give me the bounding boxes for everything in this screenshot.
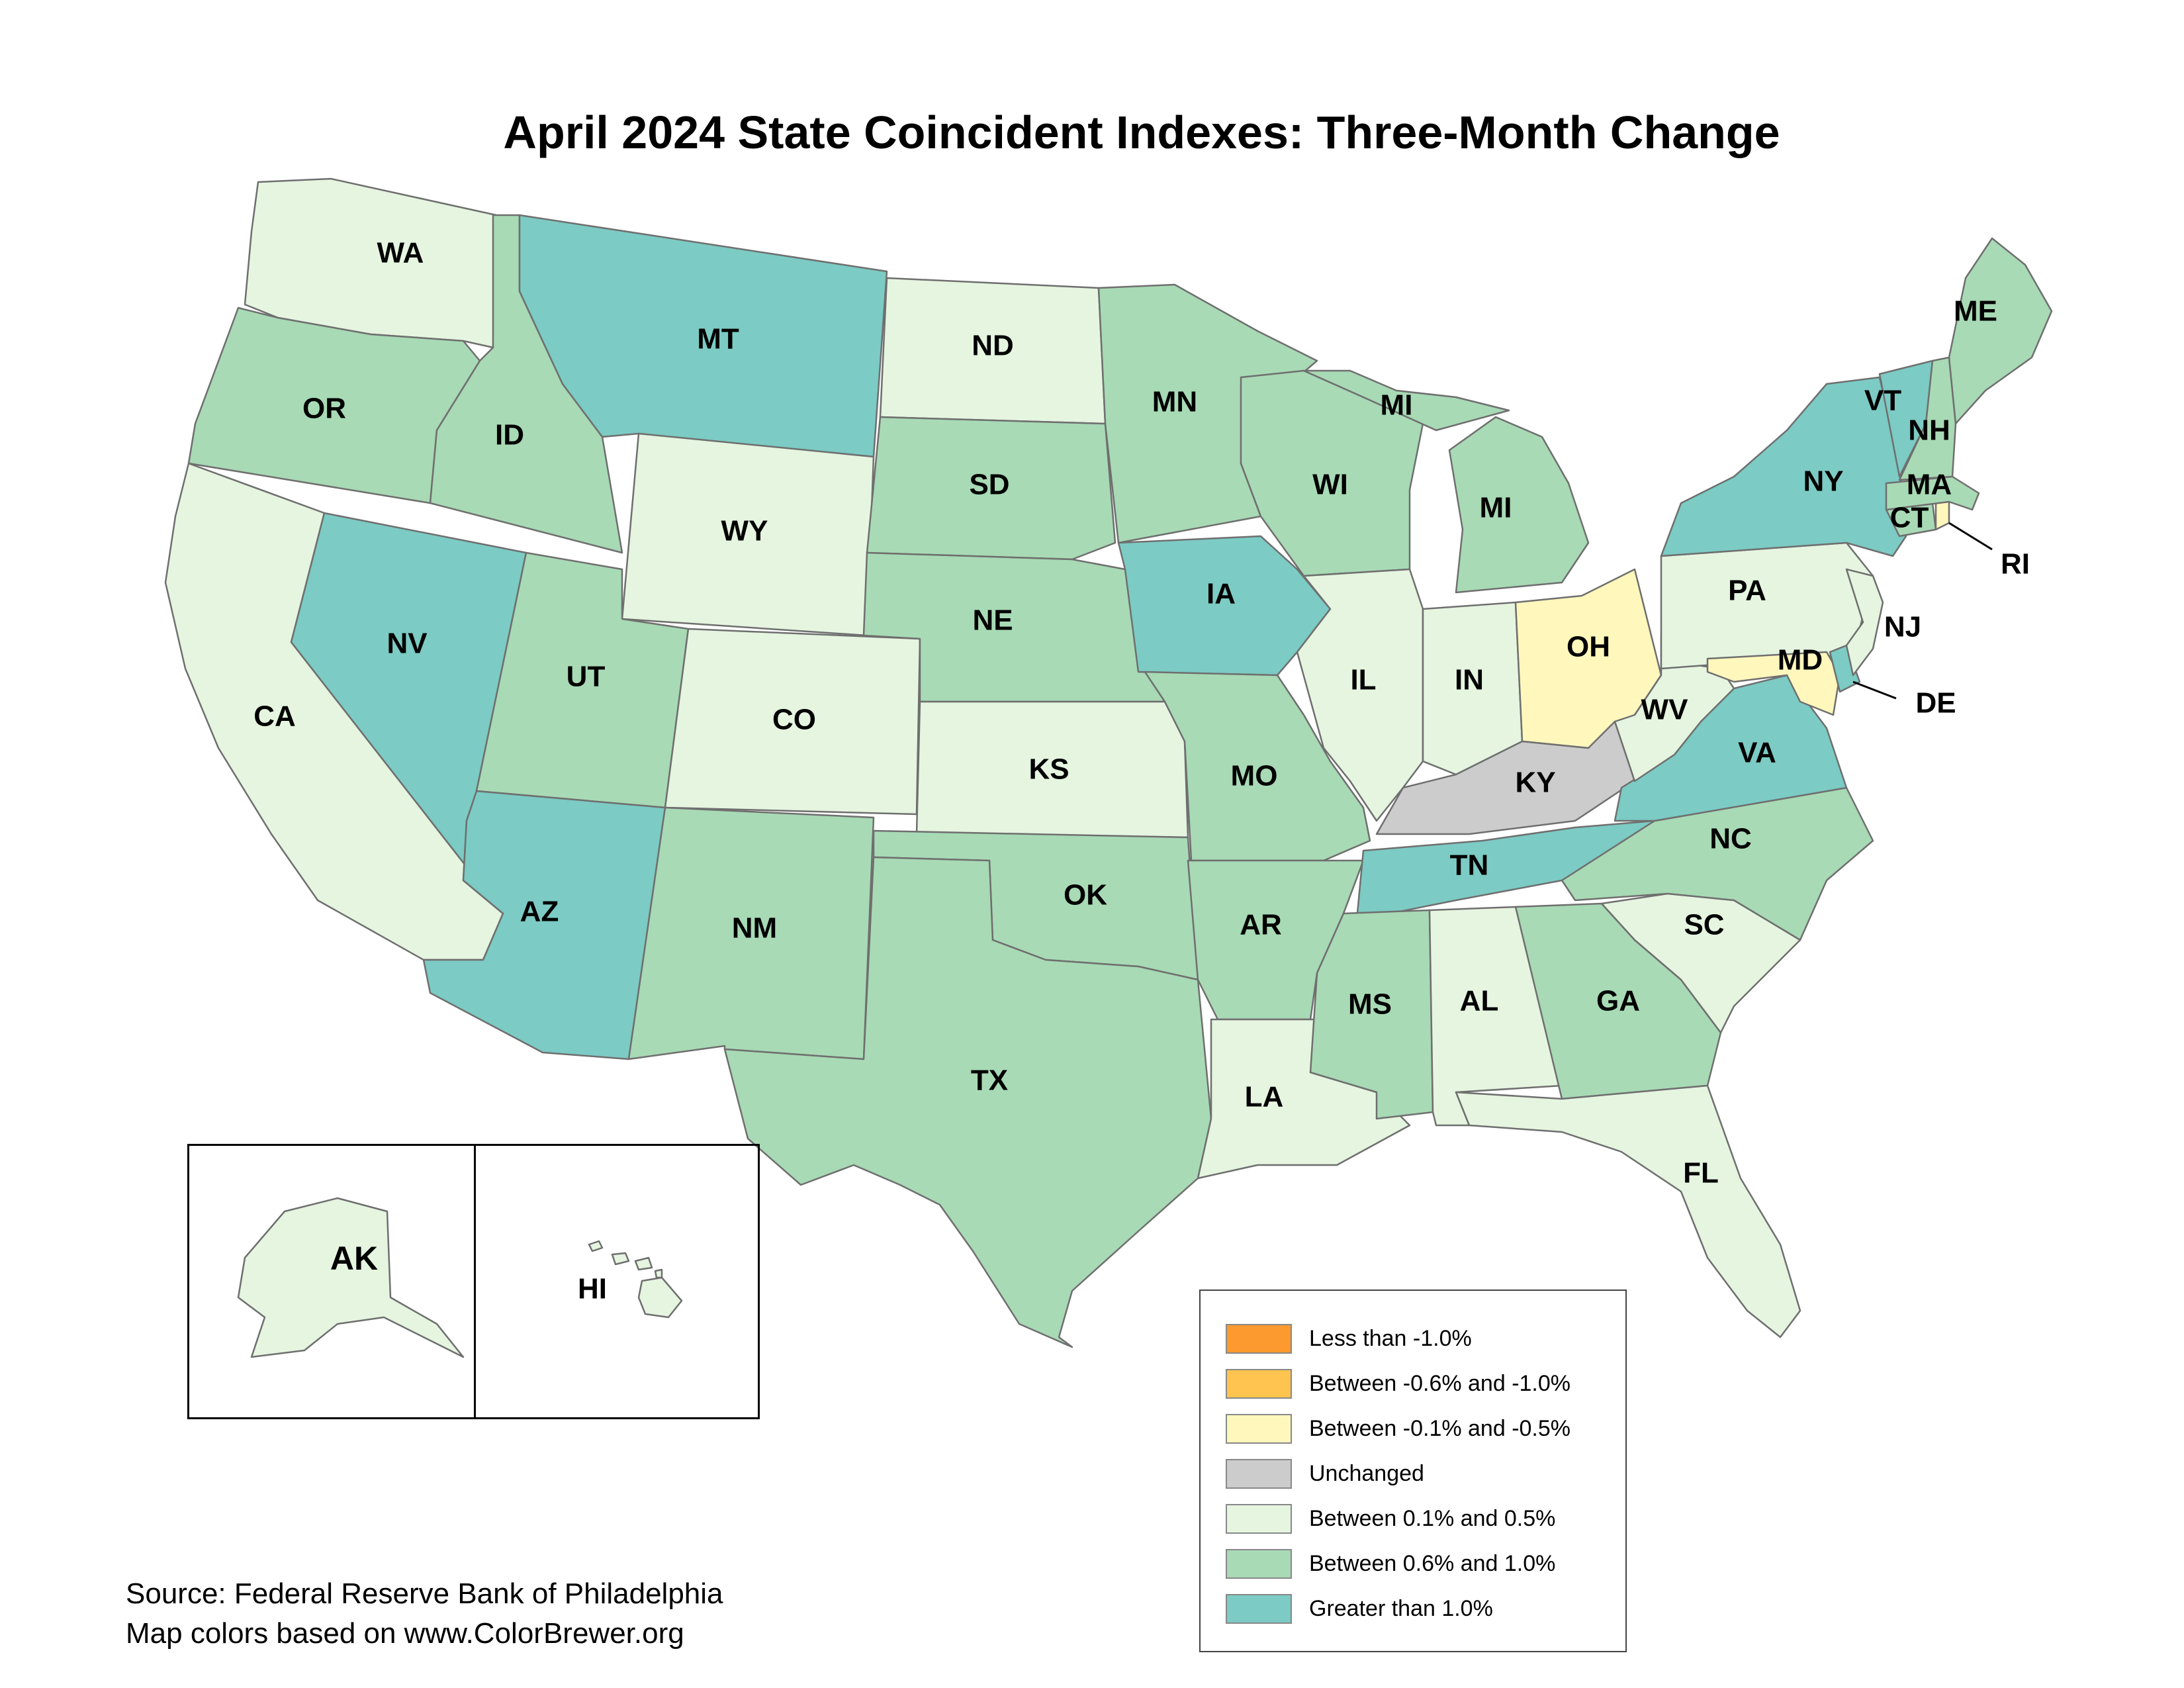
state-SD[interactable] — [866, 416, 1116, 561]
state-KY[interactable] — [1375, 720, 1636, 835]
label-AK: AK — [330, 1240, 378, 1277]
label-AL: AL — [1460, 985, 1499, 1017]
label-ID: ID — [495, 419, 524, 451]
state-RI[interactable] — [1934, 500, 1950, 531]
colorbrewer-line: Map colors based on www.ColorBrewer.org — [126, 1617, 684, 1650]
state-MI_UP[interactable] — [1302, 369, 1510, 432]
label-ND: ND — [972, 330, 1014, 362]
state-IL[interactable] — [1296, 568, 1424, 822]
state-FL[interactable] — [1455, 1084, 1801, 1338]
label-MT: MT — [697, 323, 739, 355]
state-MO[interactable] — [1144, 671, 1371, 862]
legend-swatch — [1226, 1593, 1292, 1624]
legend-items: Less than -1.0% Between -0.6% and -1.0% Be… — [1226, 1316, 1625, 1631]
label-GA: GA — [1596, 985, 1640, 1017]
legend-label: Greater than 1.0% — [1309, 1595, 1493, 1621]
label-ME: ME — [1954, 295, 1997, 328]
label-NJ: NJ — [1884, 611, 1921, 643]
de-leader-line — [1852, 680, 1897, 700]
label-KS: KS — [1028, 753, 1069, 786]
legend-swatch — [1226, 1548, 1292, 1579]
legend-item: Greater than 1.0% — [1226, 1586, 1625, 1631]
legend-item: Unchanged — [1226, 1451, 1625, 1496]
label-WV: WV — [1641, 694, 1689, 726]
label-HI: HI — [578, 1273, 607, 1305]
label-IA: IA — [1206, 578, 1236, 610]
state-AK[interactable] — [237, 1197, 465, 1358]
label-NM: NM — [732, 912, 777, 945]
label-MS: MS — [1348, 988, 1392, 1021]
legend-label: Between -0.6% and -1.0% — [1309, 1370, 1571, 1396]
label-WI: WI — [1312, 469, 1348, 501]
label-CO: CO — [772, 704, 816, 736]
label-DE: DE — [1915, 687, 1956, 720]
source-line: Source: Federal Reserve Bank of Philadel… — [126, 1577, 723, 1610]
legend-swatch — [1226, 1413, 1292, 1444]
state-MI[interactable] — [1448, 416, 1590, 594]
label-CT: CT — [1890, 502, 1929, 534]
legend-label: Less than -1.0% — [1309, 1325, 1472, 1351]
label-OH: OH — [1567, 631, 1610, 663]
legend-item: Between 0.1% and 0.5% — [1226, 1496, 1625, 1541]
label-WA: WA — [377, 237, 424, 269]
label-OK: OK — [1064, 879, 1107, 912]
state-AR[interactable] — [1187, 859, 1365, 1021]
legend-swatch — [1226, 1503, 1292, 1534]
label-CA: CA — [253, 700, 296, 733]
legend-label: Between -0.1% and -0.5% — [1309, 1415, 1571, 1441]
label-TX: TX — [971, 1064, 1008, 1097]
label-AR: AR — [1240, 909, 1282, 941]
label-IL: IL — [1350, 664, 1376, 696]
label-MD: MD — [1778, 644, 1823, 677]
state-TX[interactable] — [723, 856, 1212, 1348]
label-IN: IN — [1455, 664, 1484, 696]
state-DE[interactable] — [1829, 644, 1861, 693]
label-NE: NE — [972, 604, 1013, 637]
alaska-inset-frame — [187, 1144, 476, 1419]
state-NJ[interactable] — [1845, 568, 1884, 677]
legend-label: Between 0.1% and 0.5% — [1309, 1505, 1556, 1531]
label-MN: MN — [1152, 386, 1197, 418]
label-UT: UT — [567, 661, 606, 693]
label-AZ: AZ — [520, 896, 559, 928]
label-WY: WY — [721, 515, 768, 547]
legend-item: Between -0.6% and -1.0% — [1226, 1361, 1625, 1406]
label-MO: MO — [1231, 760, 1278, 792]
legend-swatch — [1226, 1458, 1292, 1489]
label-MI: MI — [1480, 492, 1512, 524]
state-ME[interactable] — [1948, 237, 2053, 425]
label-RI: RI — [2001, 548, 2030, 581]
legend-item: Between 0.6% and 1.0% — [1226, 1541, 1625, 1586]
label-NY: NY — [1803, 465, 1843, 498]
label-SC: SC — [1684, 909, 1724, 941]
legend-item: Between -0.1% and -0.5% — [1226, 1406, 1625, 1451]
legend-item: Less than -1.0% — [1226, 1316, 1625, 1361]
legend-swatch — [1226, 1368, 1292, 1399]
label-KY: KY — [1515, 767, 1555, 799]
legend-label: Unchanged — [1309, 1460, 1424, 1486]
label-OR: OR — [302, 393, 346, 425]
label-PA: PA — [1728, 575, 1766, 607]
label-VT: VT — [1864, 385, 1901, 417]
hawaii-inset-frame — [474, 1144, 760, 1419]
legend-label: Between 0.6% and 1.0% — [1309, 1550, 1556, 1576]
label-NV: NV — [387, 628, 428, 660]
source-note: Source: Federal Reserve Bank of Philadel… — [126, 1574, 723, 1654]
legend: Less than -1.0% Between -0.6% and -1.0% Be… — [1199, 1289, 1627, 1652]
label-NC: NC — [1709, 823, 1752, 855]
label-FL: FL — [1683, 1157, 1719, 1190]
state-HI[interactable] — [588, 1240, 683, 1319]
label-LA: LA — [1245, 1081, 1284, 1113]
label-VA: VA — [1738, 737, 1776, 769]
label-MI-upper: MI — [1381, 389, 1413, 422]
label-TN: TN — [1450, 849, 1489, 882]
legend-swatch — [1226, 1323, 1292, 1354]
map-title: April 2024 State Coincident Indexes: Thr… — [503, 107, 1780, 158]
ri-leader-line — [1948, 522, 1993, 551]
label-SD: SD — [969, 469, 1009, 501]
label-MA: MA — [1907, 469, 1952, 501]
state-KS[interactable] — [915, 700, 1189, 839]
label-NH: NH — [1908, 414, 1950, 447]
